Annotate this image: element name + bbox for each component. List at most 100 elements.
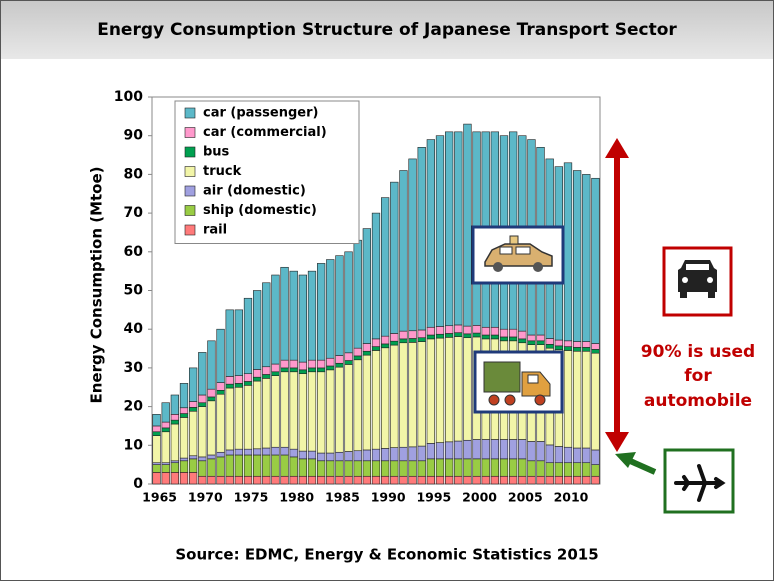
bar-segment: [289, 475, 298, 485]
x-tick-label: 1970: [188, 490, 223, 505]
bar-segment: [362, 350, 371, 356]
bar-segment: [161, 402, 170, 423]
bar-segment: [289, 270, 298, 361]
bar-segment: [490, 475, 499, 485]
bar-segment: [216, 475, 225, 485]
y-tick-label: 0: [133, 476, 143, 492]
bar-segment: [454, 475, 463, 485]
bar-segment: [463, 458, 472, 477]
y-tick-label: 40: [124, 321, 144, 337]
bar-segment: [317, 452, 326, 462]
bar-segment: [207, 475, 216, 485]
bar-segment: [481, 475, 490, 485]
bar-segment: [371, 346, 381, 351]
bar-segment: [573, 350, 582, 449]
bar-segment: [463, 333, 472, 339]
bar-segment: [445, 333, 454, 338]
bar-segment: [536, 340, 545, 345]
bar-segment: [426, 443, 435, 460]
bar-segment: [435, 326, 445, 335]
bar-segment: [280, 454, 289, 477]
bar-segment: [381, 197, 390, 337]
bar-segment: [216, 393, 225, 453]
bar-segment: [225, 383, 234, 389]
bar-segment: [417, 341, 426, 447]
bar-segment: [243, 297, 253, 375]
bar-segment: [253, 369, 262, 378]
bar-segment: [417, 445, 426, 462]
legend-swatch: [184, 166, 196, 177]
bar-segment: [554, 475, 563, 485]
bar-segment: [225, 309, 234, 377]
bar-segment: [198, 456, 207, 462]
bar-segment: [271, 475, 280, 485]
bar-segment: [198, 460, 207, 477]
bar-segment: [234, 454, 243, 477]
bar-segment: [545, 475, 554, 485]
bar-segment: [490, 439, 499, 460]
bar-segment: [271, 274, 280, 365]
bar-segment: [518, 338, 527, 344]
bar-segment: [417, 475, 426, 485]
bar-segment: [371, 475, 381, 485]
bar-segment: [408, 330, 417, 339]
bar-segment: [463, 439, 472, 460]
bar-segment: [490, 334, 499, 340]
bar-segment: [198, 406, 207, 458]
bar-segment: [170, 423, 179, 462]
bar-segment: [326, 259, 335, 359]
bar-segment: [161, 421, 170, 429]
bar-segment: [417, 460, 426, 477]
bar-segment: [243, 448, 253, 456]
bar-segment: [563, 446, 573, 464]
bar-segment: [271, 375, 280, 448]
y-tick-label: 20: [124, 399, 144, 415]
bar-segment: [509, 439, 518, 460]
bar-segment: [408, 338, 417, 343]
bar-segment: [307, 371, 317, 452]
bar-segment: [563, 162, 573, 342]
bar-segment: [335, 255, 344, 356]
annotation: 90% is used: [641, 342, 755, 362]
bar-segment: [298, 458, 307, 477]
bar-segment: [353, 460, 362, 477]
bar-segment: [152, 435, 161, 464]
bar-segment: [573, 447, 582, 464]
bar-segment: [326, 475, 335, 485]
bar-segment: [262, 282, 271, 368]
bar-segment: [289, 367, 298, 373]
bar-segment: [381, 335, 390, 345]
bar-segment: [280, 367, 289, 373]
legend-swatch: [184, 127, 196, 138]
bar-segment: [234, 475, 243, 485]
y-tick-label: 60: [124, 244, 144, 260]
bar-segment: [170, 419, 179, 425]
bar-segment: [518, 330, 527, 340]
bar-segment: [298, 274, 307, 363]
bar-segment: [271, 454, 280, 477]
bar-segment: [408, 475, 417, 485]
bar-segment: [426, 458, 435, 477]
bar-segment: [189, 455, 198, 460]
bar-segment: [307, 367, 317, 373]
bar-segment: [371, 460, 381, 477]
bar-segment: [445, 325, 454, 334]
plane-symbol: [615, 448, 735, 514]
bar-segment: [554, 462, 563, 477]
bar-segment: [435, 135, 445, 327]
bar-segment: [582, 447, 591, 464]
bar-segment: [280, 266, 289, 361]
bar-segment: [509, 458, 518, 477]
bar-segment: [307, 458, 317, 477]
bar-segment: [262, 366, 271, 375]
bar-segment: [289, 448, 298, 458]
bar-segment: [591, 475, 600, 485]
x-tick-label: 2010: [554, 490, 589, 505]
bar-segment: [362, 449, 371, 462]
bar-segment: [179, 383, 189, 409]
bar-segment: [170, 394, 179, 415]
bar-segment: [362, 475, 371, 485]
bar-segment: [381, 448, 390, 462]
bar-segment: [335, 460, 344, 477]
bar-segment: [225, 387, 234, 451]
